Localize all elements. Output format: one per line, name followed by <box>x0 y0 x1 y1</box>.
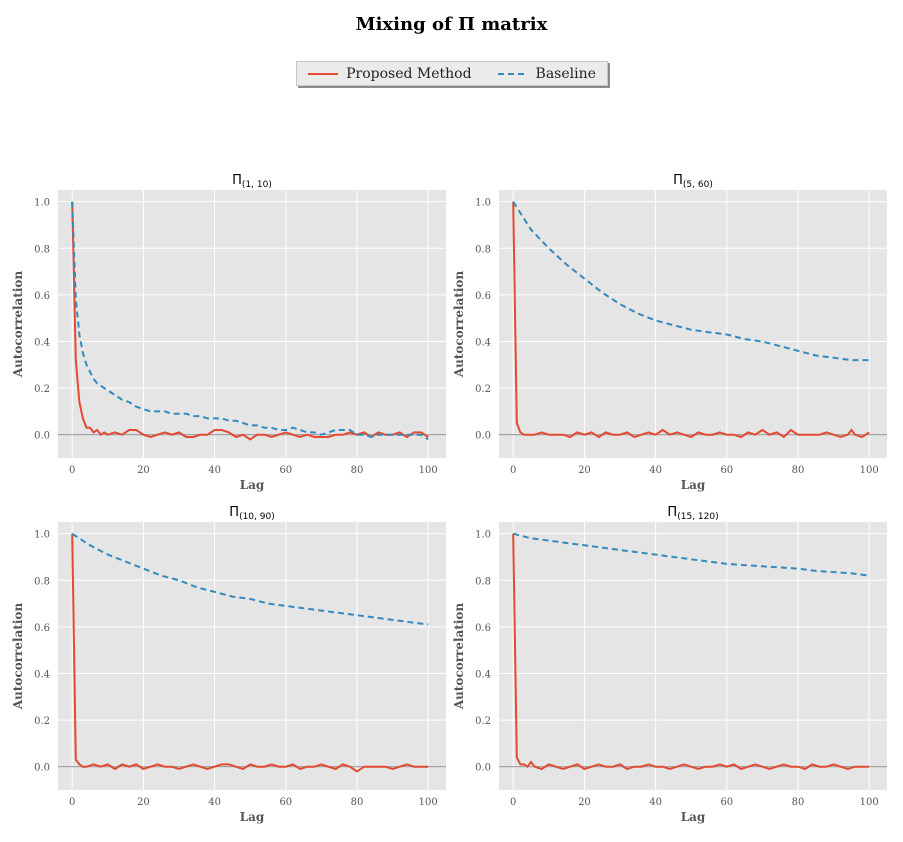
y-tick-label: 0.8 <box>34 576 50 587</box>
y-tick-label: 0.6 <box>34 623 50 634</box>
plot-background <box>58 522 446 790</box>
x-tick-label: 40 <box>208 797 221 808</box>
y-tick-label: 0.0 <box>475 763 491 774</box>
y-axis-label: Autocorrelation <box>452 271 466 379</box>
y-tick-label: 0.4 <box>475 669 491 680</box>
y-tick-label: 0.6 <box>34 291 50 302</box>
series-line-proposed <box>71 201 429 441</box>
x-tick-label: 20 <box>137 465 150 476</box>
x-tick-label: 100 <box>860 797 879 808</box>
y-tick-label: 1.0 <box>34 198 50 209</box>
y-tick-label: 0.2 <box>34 384 50 395</box>
series-line-baseline <box>512 201 870 362</box>
subplot-title: Π(10, 90) <box>229 505 274 522</box>
subplot-title: Π(5, 60) <box>673 173 713 190</box>
x-tick-label: 40 <box>208 465 221 476</box>
series-line-proposed <box>512 201 870 439</box>
y-tick-label: 0.6 <box>475 623 491 634</box>
x-axis-label: Lag <box>240 478 265 492</box>
series-line-proposed <box>71 533 429 773</box>
x-axis-label: Lag <box>681 810 706 824</box>
x-tick-label: 0 <box>69 465 75 476</box>
x-tick-label: 40 <box>649 465 662 476</box>
y-axis-label: Autocorrelation <box>11 271 25 379</box>
y-tick-label: 0.8 <box>475 576 491 587</box>
subplot-title-symbol: Π <box>229 505 239 520</box>
x-tick-label: 100 <box>860 465 879 476</box>
x-tick-label: 60 <box>279 797 292 808</box>
x-axis-label: Lag <box>681 478 706 492</box>
subplot-title: Π(1, 10) <box>232 173 272 190</box>
legend: Proposed Method Baseline <box>296 61 608 86</box>
legend-label-baseline: Baseline <box>535 65 596 82</box>
x-tick-label: 20 <box>578 465 591 476</box>
plot-background <box>58 190 446 458</box>
subplot-title-subscript: (10, 90) <box>239 512 275 522</box>
y-axis-label: Autocorrelation <box>452 603 466 711</box>
series-line-baseline <box>71 201 429 441</box>
x-tick-label: 20 <box>578 797 591 808</box>
y-tick-label: 0.2 <box>34 716 50 727</box>
subplot-title-subscript: (1, 10) <box>242 180 272 190</box>
series-line-baseline <box>71 532 429 626</box>
series-line-baseline <box>512 532 870 577</box>
x-axis-label: Lag <box>240 810 265 824</box>
legend-item-baseline: Baseline <box>497 65 596 82</box>
legend-line-solid-icon <box>308 72 339 75</box>
y-tick-label: 0.8 <box>475 244 491 255</box>
x-tick-label: 20 <box>137 797 150 808</box>
x-tick-label: 60 <box>720 465 733 476</box>
y-tick-label: 0.4 <box>475 337 491 348</box>
y-tick-label: 1.0 <box>475 530 491 541</box>
x-tick-label: 100 <box>419 797 438 808</box>
series-line-proposed <box>512 533 870 771</box>
x-tick-label: 0 <box>510 465 516 476</box>
x-tick-label: 40 <box>649 797 662 808</box>
x-tick-label: 80 <box>351 465 364 476</box>
x-tick-label: 60 <box>279 465 292 476</box>
x-tick-label: 0 <box>510 797 516 808</box>
y-tick-label: 0.6 <box>475 291 491 302</box>
legend-line-dashed-icon <box>497 72 528 75</box>
x-tick-label: 0 <box>69 797 75 808</box>
x-tick-label: 80 <box>351 797 364 808</box>
y-tick-label: 1.0 <box>34 530 50 541</box>
x-tick-label: 60 <box>720 797 733 808</box>
y-tick-label: 0.4 <box>34 669 50 680</box>
plot-background <box>499 190 887 458</box>
figure-title: Mixing of Π matrix <box>355 14 548 35</box>
y-tick-label: 0.0 <box>34 431 50 442</box>
y-tick-label: 0.8 <box>34 244 50 255</box>
subplot-title-symbol: Π <box>232 173 242 188</box>
subplot-title-subscript: (15, 120) <box>677 512 718 522</box>
x-tick-label: 80 <box>792 465 805 476</box>
y-tick-label: 0.0 <box>34 763 50 774</box>
y-tick-label: 0.4 <box>34 337 50 348</box>
y-tick-label: 0.2 <box>475 716 491 727</box>
y-axis-label: Autocorrelation <box>11 603 25 711</box>
x-tick-label: 80 <box>792 797 805 808</box>
x-tick-label: 100 <box>419 465 438 476</box>
legend-item-proposed: Proposed Method <box>308 65 472 82</box>
y-tick-label: 1.0 <box>475 198 491 209</box>
subplot-title-subscript: (5, 60) <box>683 180 713 190</box>
subplot-title-symbol: Π <box>673 173 683 188</box>
legend-label-proposed: Proposed Method <box>346 65 472 82</box>
subplot-title-symbol: Π <box>667 505 677 520</box>
y-tick-label: 0.2 <box>475 384 491 395</box>
plot-background <box>499 522 887 790</box>
subplot-title: Π(15, 120) <box>667 505 718 522</box>
y-tick-label: 0.0 <box>475 431 491 442</box>
